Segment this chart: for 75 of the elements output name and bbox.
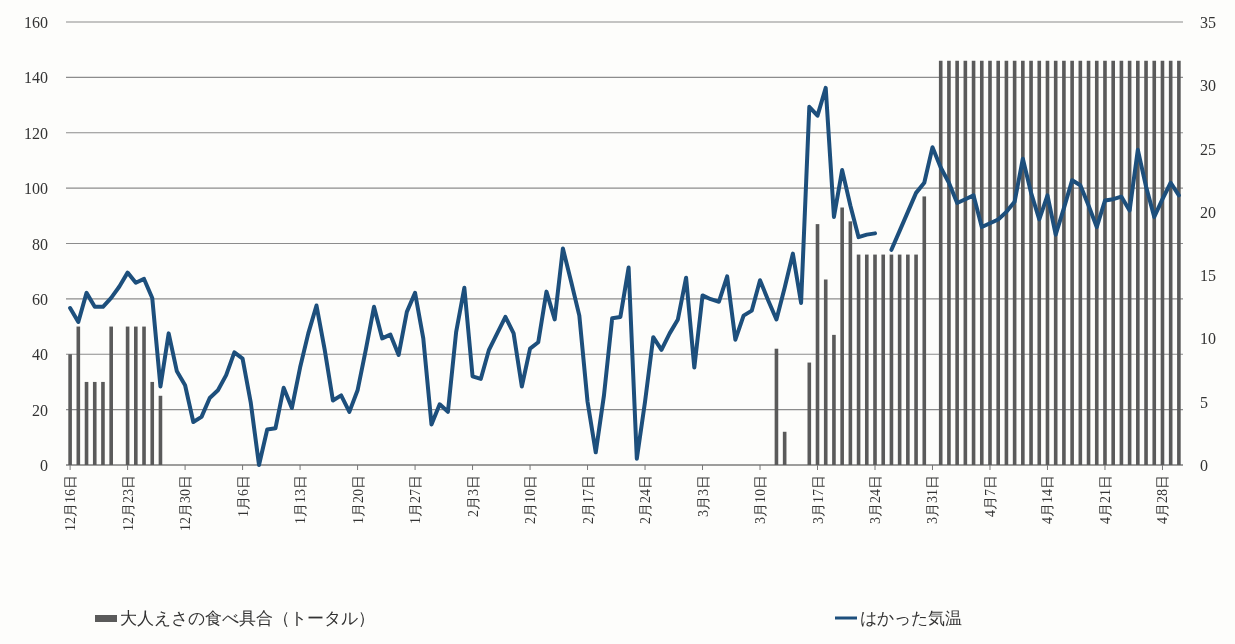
x-tick-label: 1月13日: [293, 475, 309, 524]
y-tick-label: 140: [24, 69, 48, 87]
bar: [142, 326, 146, 465]
bar: [840, 207, 844, 465]
x-tick-label: 4月21日: [1097, 475, 1113, 524]
y2-tick-label: 25: [1200, 140, 1216, 158]
bar: [1094, 60, 1099, 465]
bar: [1029, 60, 1033, 465]
y-tick-label: 40: [32, 346, 48, 364]
bar: [823, 279, 828, 465]
bar: [109, 326, 113, 465]
x-tick-label: 1月20日: [350, 475, 366, 524]
bar: [881, 254, 886, 465]
bar: [832, 334, 836, 465]
y2-tick-label: 10: [1200, 330, 1216, 348]
x-tick-label: 1月27日: [408, 475, 424, 524]
y-tick-label: 60: [32, 290, 48, 308]
y-tick-label: 160: [24, 14, 48, 31]
bar: [807, 362, 812, 465]
bar: [1037, 60, 1042, 465]
bar: [947, 60, 951, 465]
bar: [955, 60, 959, 465]
bar: [873, 254, 877, 465]
bar: [92, 381, 97, 465]
legend-label: 大人えさの食べ具合（トータル）: [120, 609, 375, 628]
bar: [1152, 60, 1157, 465]
x-tick-label: 2月17日: [580, 475, 596, 524]
x-tick-label: 3月24日: [868, 475, 883, 524]
x-tick-label: 2月10日: [523, 475, 539, 524]
bar: [864, 254, 869, 465]
y2-tick-label: 5: [1200, 393, 1208, 411]
x-tick-label: 4月14日: [1040, 475, 1056, 524]
bar: [1062, 60, 1066, 465]
x-tick-label: 3月10日: [753, 475, 769, 524]
x-tick-label: 1月6日: [235, 475, 251, 517]
x-tick-label: 3月31日: [925, 475, 941, 524]
x-tick-label: 3月3日: [695, 475, 711, 517]
y-tick-label: 100: [24, 180, 48, 198]
bar: [1111, 60, 1115, 465]
x-tick-label: 2月3日: [465, 475, 481, 517]
y2-tick-label: 30: [1200, 77, 1216, 95]
bar: [1144, 60, 1148, 465]
x-tick-label: 12月30日: [178, 475, 194, 531]
bar: [101, 381, 105, 465]
bar: [996, 60, 1001, 465]
legend-label: はかった気温: [860, 609, 962, 628]
x-tick-label: 2月24日: [638, 475, 654, 524]
bar: [134, 326, 138, 465]
y-tick-label: 20: [32, 401, 48, 419]
x-tick-label: 3月17日: [810, 475, 826, 524]
bar: [1136, 60, 1140, 465]
x-tick-label: 12月16日: [63, 475, 79, 531]
y2-tick-label: 35: [1200, 14, 1216, 31]
bar: [68, 354, 72, 465]
bar: [979, 60, 984, 465]
y-tick-label: 80: [32, 235, 48, 253]
bar: [906, 254, 910, 465]
y2-tick-label: 20: [1200, 203, 1216, 221]
bar: [988, 60, 992, 465]
bar: [914, 254, 918, 465]
bar: [1070, 60, 1074, 465]
bar: [938, 60, 943, 465]
y-tick-label: 0: [40, 457, 48, 474]
bar: [922, 196, 927, 465]
x-tick-label: 4月28日: [1155, 475, 1171, 524]
bar: [1053, 60, 1058, 465]
x-tick-label: 12月23日: [120, 475, 136, 531]
y-tick-label: 120: [24, 124, 48, 142]
y2-tick-label: 15: [1200, 267, 1216, 285]
bar: [150, 381, 155, 465]
bar: [1177, 60, 1181, 465]
y2-tick-label: 0: [1200, 457, 1208, 474]
x-tick-label: 4月7日: [982, 475, 998, 517]
bar: [1103, 60, 1107, 465]
bar: [1021, 60, 1025, 465]
